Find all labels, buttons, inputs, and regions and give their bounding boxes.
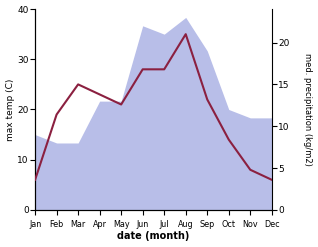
Y-axis label: med. precipitation (kg/m2): med. precipitation (kg/m2) xyxy=(303,53,313,166)
X-axis label: date (month): date (month) xyxy=(117,231,190,242)
Y-axis label: max temp (C): max temp (C) xyxy=(5,78,15,141)
